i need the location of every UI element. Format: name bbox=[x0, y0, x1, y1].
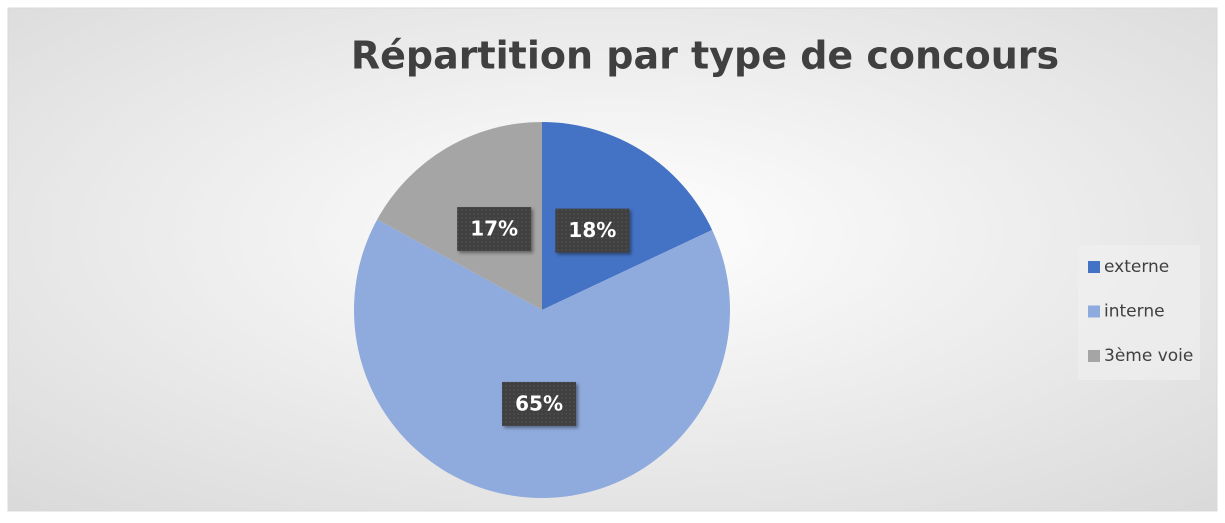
legend-swatch bbox=[1088, 350, 1100, 362]
data-label: 18% bbox=[568, 218, 616, 242]
data-label-box bbox=[502, 381, 577, 426]
legend-swatch bbox=[1088, 305, 1100, 318]
chart-title: Répartition par type de concours bbox=[351, 34, 1059, 78]
legend-label: externe bbox=[1104, 257, 1169, 277]
data-label-box bbox=[457, 207, 532, 252]
legend-label: interne bbox=[1104, 302, 1165, 322]
pie-slice bbox=[353, 219, 730, 499]
data-label: 65% bbox=[515, 391, 563, 415]
data-label-box bbox=[555, 208, 630, 253]
legend-swatch bbox=[1088, 261, 1100, 273]
legend-label: 3ème voie bbox=[1104, 346, 1193, 366]
data-label: 17% bbox=[470, 217, 518, 241]
